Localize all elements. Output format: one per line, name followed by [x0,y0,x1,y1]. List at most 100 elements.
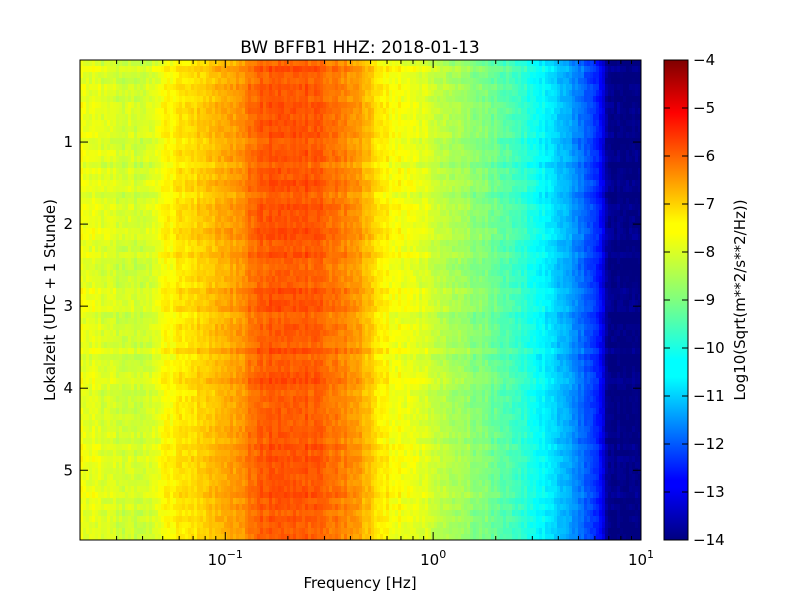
heatmap-cell [245,138,249,145]
heatmap-cell [86,330,90,337]
heatmap-cell [221,294,225,301]
heatmap-cell [206,108,210,115]
heatmap-cell [137,246,141,253]
heatmap-cell [101,360,105,367]
heatmap-cell [221,408,225,415]
heatmap-cell [137,294,141,301]
heatmap-cell [209,84,213,91]
heatmap-cell [227,198,231,205]
heatmap-cell [110,198,114,205]
heatmap-cell [185,96,189,103]
heatmap-cell [86,426,90,433]
heatmap-cell [194,108,198,115]
heatmap-cell [116,366,120,373]
heatmap-cell [149,162,153,169]
heatmap-cell [83,294,87,301]
heatmap-cell [167,240,171,247]
heatmap-cell [179,276,183,283]
heatmap-cell [221,468,225,475]
heatmap-cell [128,168,132,175]
heatmap-cell [158,114,162,121]
heatmap-cell [131,234,135,241]
heatmap-cell [233,132,237,139]
heatmap-cell [194,138,198,145]
heatmap-cell [149,72,153,79]
heatmap-cell [113,474,117,481]
heatmap-cell [119,84,123,91]
heatmap-cell [245,474,249,481]
heatmap-cell [113,462,117,469]
heatmap-cell [239,246,243,253]
heatmap-cell [188,156,192,163]
heatmap-cell [260,348,264,355]
heatmap-cell [104,408,108,415]
heatmap-cell [140,420,144,427]
heatmap-cell [239,120,243,127]
heatmap-cell [248,78,252,85]
heatmap-cell [104,168,108,175]
heatmap-cell [161,384,165,391]
heatmap-cell [248,60,252,67]
heatmap-cell [185,240,189,247]
heatmap-cell [248,156,252,163]
heatmap-cell [107,318,111,325]
heatmap-cell [86,102,90,109]
heatmap-cell [170,432,174,439]
heatmap-cell [227,462,231,469]
heatmap-cell [167,522,171,529]
heatmap-cell [227,528,231,535]
heatmap-cell [101,432,105,439]
heatmap-cell [80,456,84,463]
heatmap-cell [242,444,246,451]
heatmap-cell [233,438,237,445]
heatmap-cell [92,240,96,247]
heatmap-cell [101,258,105,265]
heatmap-cell [137,414,141,421]
heatmap-cell [260,438,264,445]
heatmap-cell [257,372,261,379]
heatmap-cell [113,150,117,157]
heatmap-cell [242,228,246,235]
heatmap-cell [89,144,93,151]
heatmap-cell [155,168,159,175]
heatmap-cell [173,78,177,85]
heatmap-cell [86,456,90,463]
heatmap-cell [236,414,240,421]
heatmap-cell [125,288,129,295]
heatmap-cell [215,156,219,163]
heatmap-cell [197,138,201,145]
heatmap-cell [191,366,195,373]
heatmap-cell [122,468,126,475]
heatmap-cell [113,294,117,301]
heatmap-cell [212,456,216,463]
heatmap-cell [155,486,159,493]
heatmap-cell [137,336,141,343]
heatmap-cell [128,66,132,73]
heatmap-cell [119,474,123,481]
heatmap-cell [173,228,177,235]
heatmap-cell [89,198,93,205]
heatmap-cell [191,156,195,163]
heatmap-cell [155,420,159,427]
heatmap-cell [242,348,246,355]
heatmap-cell [113,264,117,271]
heatmap-cell [92,234,96,241]
heatmap-cell [131,336,135,343]
heatmap-cell [224,306,228,313]
heatmap-cell [194,102,198,109]
heatmap-cell [95,300,99,307]
heatmap-cell [173,330,177,337]
heatmap-cell [248,246,252,253]
heatmap-cell [170,402,174,409]
heatmap-cell [107,390,111,397]
heatmap-cell [251,150,255,157]
heatmap-cell [125,354,129,361]
heatmap-cell [128,204,132,211]
heatmap-cell [188,378,192,385]
heatmap-cell [155,528,159,535]
heatmap-cell [203,450,207,457]
heatmap-cell [245,282,249,289]
heatmap-cell [218,390,222,397]
heatmap-cell [173,366,177,373]
heatmap-cell [92,222,96,229]
